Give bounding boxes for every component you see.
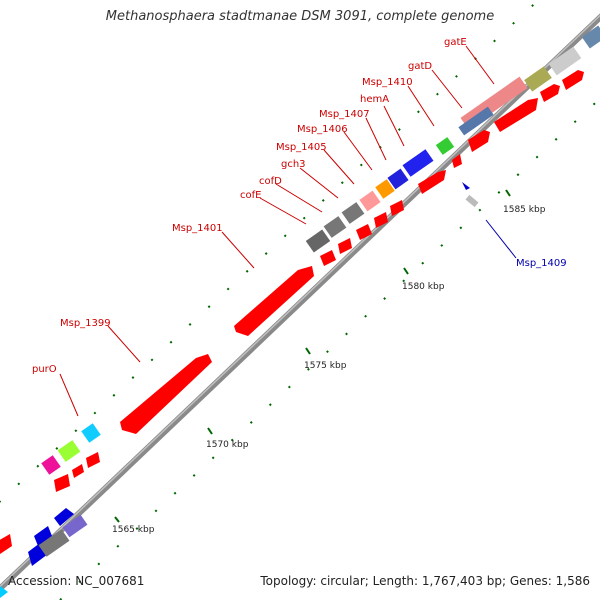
genome-summary-text: Topology: circular; Length: 1,767,403 bp… xyxy=(260,574,590,588)
feature-gray-3[interactable] xyxy=(341,202,365,224)
gene-cofE[interactable] xyxy=(320,250,336,266)
scale-label: 1585 kbp xyxy=(503,205,546,215)
scale-label: 1575 kbp xyxy=(304,361,347,371)
gene-label: Msp_1407 xyxy=(319,109,370,120)
scale-tick xyxy=(305,347,311,355)
gene-purO[interactable] xyxy=(54,474,70,492)
gene-Msp_1401[interactable] xyxy=(234,266,314,336)
feature-steel[interactable] xyxy=(458,106,494,136)
map-title: Methanosphaera stadtmanae DSM 3091, comp… xyxy=(105,9,495,24)
gene-label: Msp_1409 xyxy=(516,258,567,269)
gene-gatD[interactable] xyxy=(494,98,538,132)
gene-labels: purO Msp_1399 Msp_1401 cofE cofD gch3 Ms… xyxy=(32,37,567,375)
gene-reverse-4[interactable] xyxy=(54,508,74,526)
scale-label: 1580 kbp xyxy=(402,282,445,292)
gene-Msp_1405[interactable] xyxy=(374,212,388,228)
scale-tick xyxy=(114,516,120,523)
gene-label: gch3 xyxy=(281,159,306,170)
cyan-edge-marker xyxy=(0,586,8,598)
gene-gch3[interactable] xyxy=(356,224,372,240)
feature-steelblue-edge[interactable] xyxy=(581,25,600,49)
gene-label: Msp_1401 xyxy=(172,223,223,234)
forward-genes xyxy=(54,70,584,492)
feature-gray-rev[interactable] xyxy=(38,529,70,557)
scale-label: 1570 kbp xyxy=(206,440,249,450)
gene-label: purO xyxy=(32,364,57,375)
feature-cyan[interactable] xyxy=(81,423,101,443)
gene-small-2[interactable] xyxy=(86,452,100,468)
feature-gray-2[interactable] xyxy=(323,216,347,238)
gene-small-1[interactable] xyxy=(72,464,84,478)
feature-lime[interactable] xyxy=(57,440,81,462)
label-leaders xyxy=(59,45,517,417)
feature-olive[interactable] xyxy=(524,66,552,92)
scale-tick xyxy=(207,427,213,435)
gene-reverse-1[interactable] xyxy=(0,534,12,554)
gene-label: gatD xyxy=(408,61,432,72)
scale-tick xyxy=(505,189,511,197)
gene-label: cofD xyxy=(259,176,282,187)
feature-blue-2[interactable] xyxy=(402,149,434,177)
gene-Msp_1399[interactable] xyxy=(120,354,212,434)
gene-label: Msp_1405 xyxy=(276,142,327,153)
feature-orange[interactable] xyxy=(375,179,395,199)
accession-text: Accession: NC_007681 xyxy=(8,574,145,588)
gene-gatE[interactable] xyxy=(540,84,560,102)
gene-label: Msp_1399 xyxy=(60,318,111,329)
gene-label: Msp_1410 xyxy=(362,77,413,88)
feature-violet-rev[interactable] xyxy=(62,514,88,538)
gene-far-right-1[interactable] xyxy=(562,70,584,90)
gene-Msp_1406[interactable] xyxy=(390,200,404,216)
genome-backbone xyxy=(0,13,600,593)
feature-magenta[interactable] xyxy=(41,455,61,475)
scale-label: 1565 kbp xyxy=(112,525,155,535)
feature-lightgray[interactable] xyxy=(548,46,582,76)
feature-blocks xyxy=(41,25,600,475)
scale-tick xyxy=(403,267,409,275)
feature-green[interactable] xyxy=(435,137,455,155)
gene-label: gatE xyxy=(444,37,467,48)
feature-blue-1[interactable] xyxy=(387,168,409,190)
feature-Msp_1409-gray[interactable] xyxy=(465,194,479,208)
gene-cofD[interactable] xyxy=(338,238,352,254)
gene-label: Msp_1406 xyxy=(297,124,348,135)
tick-track-inner xyxy=(59,97,600,600)
tick-track-outer xyxy=(0,0,540,503)
genome-backbone-highlight xyxy=(0,14,600,588)
gene-Msp_1410[interactable] xyxy=(468,130,490,152)
reverse-genes xyxy=(0,182,479,566)
gene-label: cofE xyxy=(240,190,261,201)
feature-gray-1[interactable] xyxy=(305,229,331,253)
gene-label: hemA xyxy=(360,94,389,105)
gene-hemA[interactable] xyxy=(418,170,446,194)
gene-Msp_1409[interactable] xyxy=(452,154,462,168)
feature-pink[interactable] xyxy=(359,190,381,212)
gene-Msp_1409-arrow[interactable] xyxy=(462,182,470,190)
gene-reverse-3[interactable] xyxy=(34,526,52,546)
